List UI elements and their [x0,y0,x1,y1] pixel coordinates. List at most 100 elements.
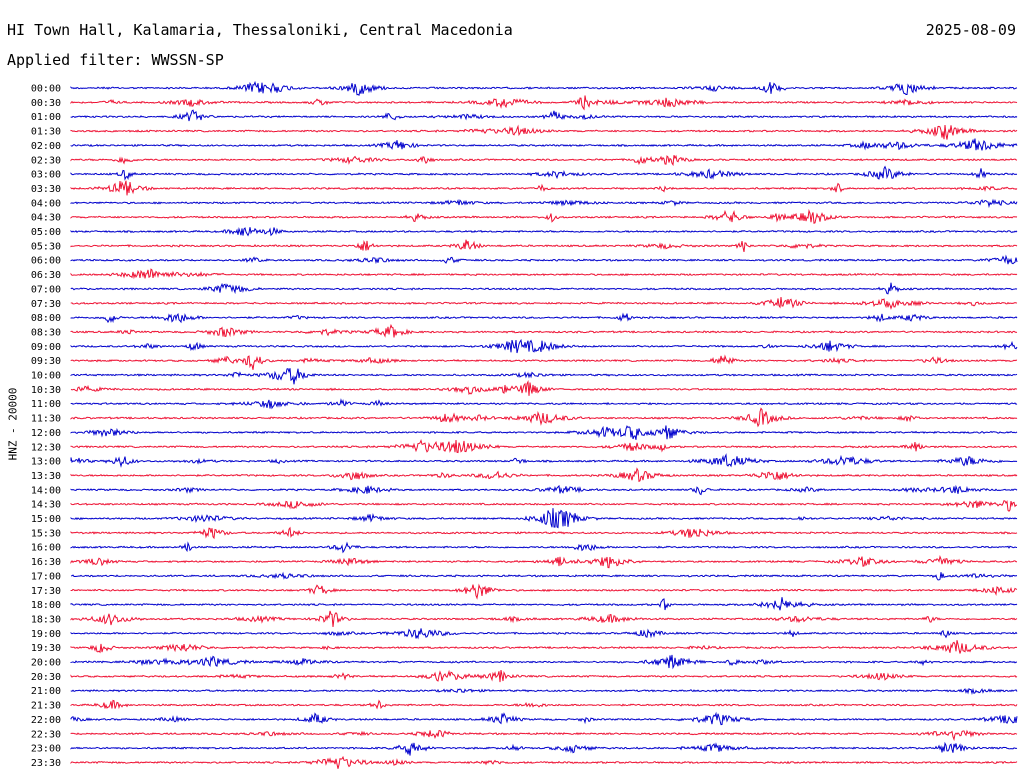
seismic-trace [70,741,1018,756]
seismic-trace [70,597,1018,611]
row-time-label: 15:30 [31,528,61,539]
seismic-trace [70,628,1018,640]
row-time-label: 11:30 [31,414,61,425]
seismic-trace [70,526,1018,540]
seismic-trace [70,669,1018,683]
row-time-label: 10:30 [31,385,61,396]
seismic-trace [70,180,1018,196]
seismic-trace [70,699,1018,710]
row-time-label: 18:00 [31,600,61,611]
seismic-trace [70,239,1018,253]
seismic-trace [70,95,1018,111]
row-time-label: 13:00 [31,457,61,468]
seismic-trace [70,499,1018,512]
seismic-trace [70,282,1018,295]
row-time-label: 05:30 [31,241,61,252]
row-time-label: 16:30 [31,557,61,568]
row-time-label: 04:00 [31,198,61,209]
row-time-label: 23:00 [31,744,61,755]
seismic-trace [70,312,1018,324]
seismic-trace [70,571,1018,581]
seismic-trace [70,398,1018,410]
seismic-trace [70,254,1018,265]
row-time-label: 08:00 [31,313,61,324]
seismic-trace [70,354,1018,370]
row-time-label: 19:00 [31,629,61,640]
seismic-trace [70,227,1018,237]
seismic-trace [70,541,1018,554]
row-time-label: 11:00 [31,399,61,410]
row-time-label: 14:00 [31,485,61,496]
row-time-label: 00:30 [31,98,61,109]
row-time-label: 06:30 [31,270,61,281]
seismic-trace [70,198,1018,209]
seismic-trace [70,453,1018,468]
seismic-trace [70,640,1018,654]
row-time-label: 22:30 [31,729,61,740]
row-time-label: 20:30 [31,672,61,683]
seismic-trace [70,138,1018,151]
row-time-label: 22:00 [31,715,61,726]
row-time-label: 07:00 [31,284,61,295]
row-time-label: 20:00 [31,658,61,669]
row-time-label: 08:30 [31,327,61,338]
row-time-label: 05:00 [31,227,61,238]
trace-date: 2025-08-09 [925,21,1016,39]
row-time-label: 18:30 [31,614,61,625]
row-time-label: 15:00 [31,514,61,525]
row-time-label: 03:00 [31,170,61,181]
seismic-trace [70,268,1018,280]
seismic-trace [70,208,1018,224]
seismic-trace [70,755,1018,769]
filter-label: Applied filter: WWSSN-SP [7,51,224,69]
seismic-trace [70,407,1018,428]
row-time-label: 21:30 [31,701,61,712]
seismic-trace [70,124,1018,140]
seismic-trace [70,508,1018,529]
row-time-label: 03:30 [31,184,61,195]
seismic-trace [70,729,1018,742]
row-time-label: 02:30 [31,155,61,166]
row-time-label: 07:30 [31,299,61,310]
row-time-label: 06:00 [31,256,61,267]
seismic-trace [70,165,1018,181]
seismic-trace [70,711,1018,726]
seismic-trace [70,323,1018,338]
row-time-label: 00:00 [31,84,61,95]
seismic-trace [70,484,1018,496]
seismic-trace [70,554,1017,569]
seismic-trace [70,379,1018,396]
seismic-trace [70,467,1018,483]
seismic-trace [70,368,1018,385]
seismic-trace [70,338,1018,354]
seismic-trace [70,80,1018,97]
seismic-trace [70,109,1018,122]
row-time-label: 10:00 [31,371,61,382]
row-time-label: 04:30 [31,213,61,224]
row-time-label: 13:30 [31,471,61,482]
seismic-trace [70,154,1018,167]
row-time-label: 01:30 [31,127,61,138]
seismic-trace [70,296,1018,310]
row-time-label: 09:30 [31,356,61,367]
row-time-label: 23:30 [31,758,61,769]
seismic-trace [70,583,1018,600]
row-time-label: 12:30 [31,442,61,453]
row-time-label: 02:00 [31,141,61,152]
seismic-trace [70,425,1018,440]
row-time-label: 12:00 [31,428,61,439]
row-time-label: 17:30 [31,586,61,597]
seismic-trace [70,610,1018,628]
seismic-trace [70,654,1017,670]
row-time-label: 19:30 [31,643,61,654]
row-time-label: 21:00 [31,686,61,697]
row-time-label: 01:00 [31,112,61,123]
seismic-trace [70,687,1018,695]
row-time-label: 17:00 [31,571,61,582]
row-time-label: 16:00 [31,543,61,554]
row-time-label: 14:30 [31,500,61,511]
row-time-label: 09:00 [31,342,61,353]
station-title: HI Town Hall, Kalamaria, Thessaloniki, C… [7,21,513,39]
seismic-trace [70,438,1018,454]
